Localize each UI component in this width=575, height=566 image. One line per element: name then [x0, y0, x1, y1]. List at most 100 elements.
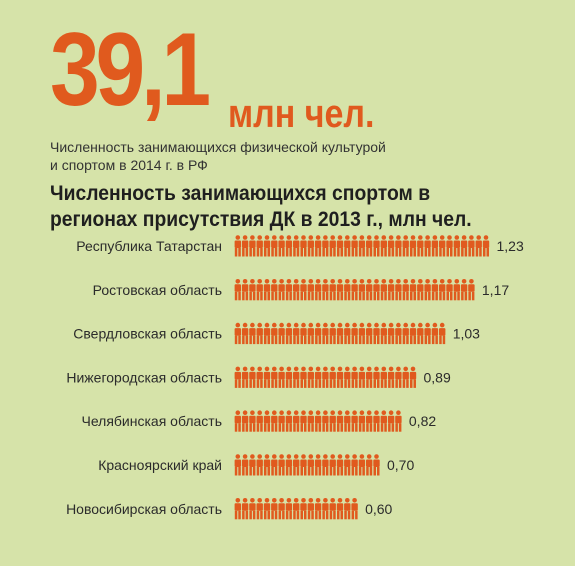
person-icon — [431, 322, 439, 345]
person-icon — [417, 279, 424, 301]
person-icon — [409, 279, 417, 301]
person-icon — [241, 366, 249, 388]
person-icon — [431, 235, 439, 257]
person-icon — [322, 279, 329, 301]
person-icon — [344, 454, 351, 476]
person-icon — [314, 366, 322, 388]
person-icon — [234, 454, 241, 476]
person-icon — [446, 235, 453, 257]
person-icon — [424, 235, 431, 257]
person-icon — [322, 366, 329, 388]
person-icon — [307, 498, 314, 520]
person-icon — [293, 454, 300, 476]
person-icon — [329, 279, 336, 301]
person-icon — [366, 366, 373, 388]
person-icon — [285, 366, 293, 388]
chart-row: Красноярский край 0,70 — [98, 454, 414, 476]
person-icon — [300, 498, 307, 520]
person-icon — [307, 366, 314, 388]
person-icon — [293, 322, 300, 345]
person-icon — [300, 279, 307, 301]
person-icon — [256, 454, 263, 476]
person-icon — [249, 454, 256, 476]
person-icon — [439, 235, 446, 257]
category-label: Ростовская область — [93, 282, 222, 298]
category-label: Красноярский край — [98, 457, 222, 473]
person-icon — [366, 322, 373, 345]
person-icon — [395, 279, 402, 301]
person-icon — [380, 410, 387, 432]
pictogram-bar — [234, 454, 380, 476]
chart-row: Челябинская область 0,82 — [82, 410, 436, 432]
person-icon — [366, 235, 373, 257]
person-icon — [344, 366, 351, 388]
person-icon — [351, 454, 358, 476]
person-icon — [387, 366, 395, 388]
person-icon — [307, 322, 314, 345]
person-icon — [417, 322, 424, 345]
person-icon — [234, 366, 241, 388]
person-icon — [314, 410, 322, 432]
person-icon — [249, 410, 256, 432]
person-icon — [358, 410, 366, 432]
person-icon — [249, 235, 256, 257]
person-icon — [307, 454, 314, 476]
person-icon — [395, 235, 402, 257]
person-icon — [249, 322, 256, 345]
person-icon — [314, 454, 322, 476]
headline-unit: млн чел. — [228, 92, 375, 136]
person-icon — [395, 322, 402, 345]
person-icon — [241, 279, 249, 301]
person-icon — [366, 454, 373, 476]
person-icon — [271, 410, 278, 432]
person-icon — [278, 366, 285, 388]
person-icon — [431, 279, 439, 301]
person-icon — [373, 235, 380, 257]
person-icon — [234, 410, 241, 432]
person-icon — [278, 454, 285, 476]
person-icon — [380, 279, 387, 301]
category-label: Новосибирская область — [66, 501, 222, 517]
person-icon — [241, 322, 249, 345]
person-icon — [329, 322, 336, 345]
person-icon — [241, 410, 249, 432]
person-icon — [314, 498, 322, 520]
person-icon — [300, 410, 307, 432]
person-icon — [351, 235, 358, 257]
person-icon — [460, 235, 468, 257]
person-icon — [249, 279, 256, 301]
person-icon — [402, 279, 409, 301]
person-icon — [460, 279, 468, 301]
person-icon — [336, 366, 344, 388]
person-icon — [249, 366, 256, 388]
person-icon — [417, 235, 424, 257]
person-icon — [380, 322, 387, 345]
person-icon — [336, 498, 344, 520]
person-icon — [329, 498, 336, 520]
person-icon — [256, 322, 263, 345]
pictogram-bar — [234, 322, 446, 345]
person-icon — [409, 322, 417, 345]
person-icon — [285, 410, 293, 432]
person-icon — [256, 410, 263, 432]
person-icon — [263, 366, 271, 388]
person-icon — [366, 279, 373, 301]
person-icon — [336, 322, 344, 345]
person-icon — [285, 279, 293, 301]
chart-row: Ростовская область 1,17 — [93, 279, 509, 301]
headline-number: 39,1 — [50, 12, 211, 128]
person-icon — [278, 322, 285, 345]
person-icon — [358, 279, 366, 301]
person-icon — [307, 279, 314, 301]
person-icon — [373, 366, 380, 388]
person-icon — [263, 279, 271, 301]
person-icon — [307, 235, 314, 257]
person-icon — [271, 322, 278, 345]
subtitle-line-2: и спортом в 2014 г. в РФ — [50, 157, 208, 173]
person-icon — [336, 454, 344, 476]
person-icon — [285, 454, 293, 476]
person-icon — [256, 235, 263, 257]
person-icon — [293, 366, 300, 388]
chart-row: Новосибирская область 0,60 — [66, 498, 393, 520]
person-icon — [336, 410, 344, 432]
